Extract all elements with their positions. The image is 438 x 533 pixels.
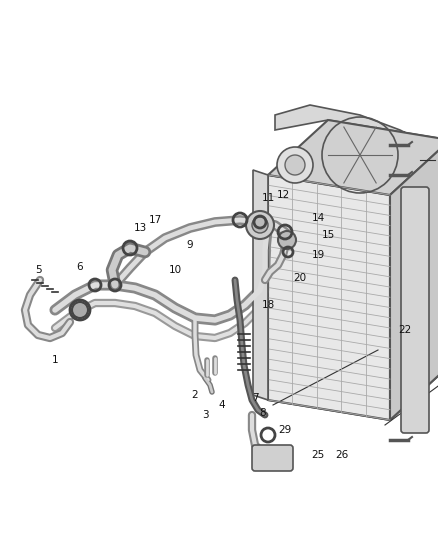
Text: 22: 22 <box>399 325 412 335</box>
Text: 11: 11 <box>261 193 275 203</box>
FancyBboxPatch shape <box>401 187 429 433</box>
Circle shape <box>285 155 305 175</box>
Text: 12: 12 <box>276 190 290 200</box>
Circle shape <box>278 231 296 249</box>
Text: 26: 26 <box>336 450 349 460</box>
Text: 29: 29 <box>279 425 292 435</box>
Text: 20: 20 <box>293 273 307 283</box>
Polygon shape <box>268 345 438 420</box>
Polygon shape <box>253 170 268 400</box>
Text: 2: 2 <box>192 390 198 400</box>
Text: 25: 25 <box>311 450 325 460</box>
FancyBboxPatch shape <box>252 445 293 471</box>
Text: 14: 14 <box>311 213 325 223</box>
Text: 9: 9 <box>187 240 193 250</box>
Text: 13: 13 <box>134 223 147 233</box>
Circle shape <box>252 217 268 233</box>
Circle shape <box>246 211 274 239</box>
Polygon shape <box>268 175 390 420</box>
Text: 15: 15 <box>321 230 335 240</box>
Polygon shape <box>268 120 438 195</box>
Text: 4: 4 <box>219 400 225 410</box>
Text: 6: 6 <box>77 262 83 272</box>
Polygon shape <box>275 105 438 200</box>
Text: 3: 3 <box>201 410 208 420</box>
Circle shape <box>72 302 88 318</box>
Text: 8: 8 <box>260 408 266 418</box>
Polygon shape <box>390 140 438 420</box>
Text: 5: 5 <box>35 265 41 275</box>
Text: 19: 19 <box>311 250 325 260</box>
Text: 17: 17 <box>148 215 162 225</box>
Text: 18: 18 <box>261 300 275 310</box>
Text: 10: 10 <box>169 265 182 275</box>
Circle shape <box>277 147 313 183</box>
Text: 1: 1 <box>52 355 58 365</box>
Text: 7: 7 <box>252 393 258 403</box>
